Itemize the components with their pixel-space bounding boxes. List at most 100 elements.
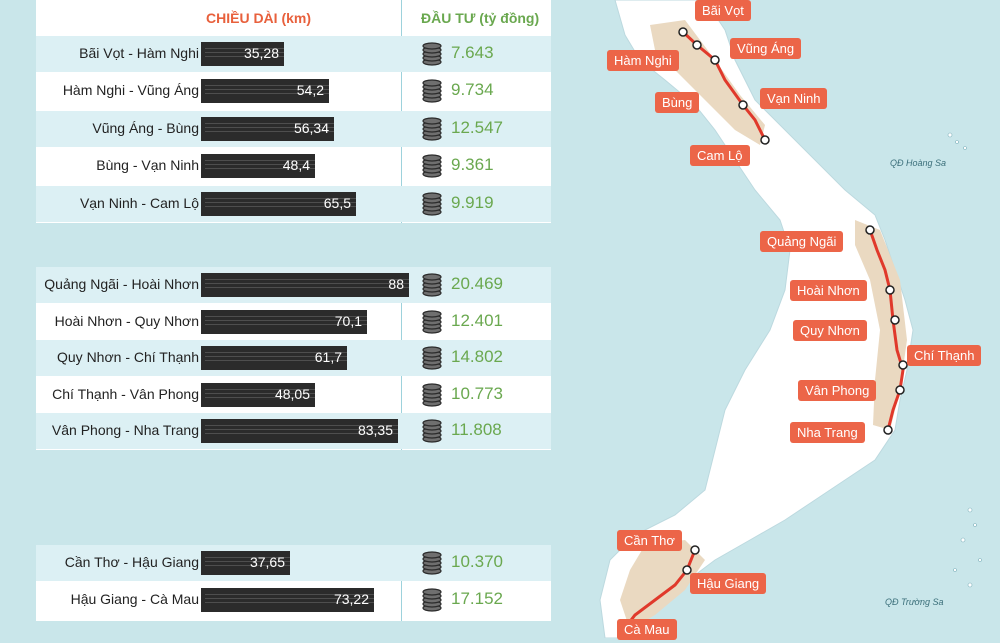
label-quy-nhon: Quy Nhơn [793, 320, 867, 341]
road-lanes [205, 594, 374, 607]
coin-stack-icon [421, 383, 443, 407]
investment-value: 10.773 [451, 383, 503, 403]
label-cam-lo: Cam Lộ [690, 145, 750, 166]
table-row: Bãi Vọt - Hàm Nghi 35,28 7.643 [36, 36, 551, 72]
label-hoai-nhon: Hoài Nhơn [790, 280, 867, 301]
coin-stack-icon [421, 42, 443, 66]
label-can-tho: Cần Thơ [617, 530, 682, 551]
investment-value: 12.547 [451, 117, 503, 137]
column-divider [401, 545, 402, 621]
coin-stack-icon [421, 79, 443, 103]
road-lanes [205, 160, 315, 173]
segment-name: Quảng Ngãi - Hoài Nhơn [44, 276, 199, 292]
label-ca-mau: Cà Mau [617, 619, 677, 640]
segment-name: Chí Thạnh - Vân Phong [52, 385, 199, 402]
segment-table-north: Bãi Vọt - Hàm Nghi 35,28 7.643 Hàm Nghi - V… [36, 36, 551, 223]
length-bar: 54,2 [201, 79, 329, 104]
length-value: 65,5 [323, 194, 351, 211]
label-hau-giang: Hậu Giang [690, 573, 767, 594]
investment-value: 12.401 [451, 310, 503, 330]
segment-table-central: Quảng Ngãi - Hoài Nhơn 88 20.469 Hoài Nhơn … [36, 267, 551, 450]
length-bar: 48,05 [201, 382, 315, 407]
investment-value: 9.919 [451, 192, 494, 212]
table-row: Vân Phong - Nha Trang 83,35 11.808 [36, 413, 551, 450]
road-lanes [205, 425, 398, 438]
road-lanes [205, 315, 367, 328]
road-lanes [205, 122, 334, 135]
label-chi-thanh: Chí Thạnh [907, 345, 982, 366]
investment-value: 20.469 [451, 274, 503, 293]
table-row: Hậu Giang - Cà Mau 73,22 17.152 [36, 582, 551, 618]
segment-name: Bãi Vọt - Hàm Nghi [79, 45, 199, 61]
segment-name: Quy Nhơn - Chí Thạnh [57, 349, 199, 366]
column-divider [401, 0, 402, 36]
island-dots [947, 132, 982, 588]
length-value: 54,2 [296, 82, 324, 99]
table-row: Vũng Áng - Bùng 56,34 12.547 [36, 110, 551, 147]
table-row: Hàm Nghi - Vũng Áng 54,2 9.734 [36, 73, 551, 109]
label-nha-trang: Nha Trang [790, 422, 865, 443]
label-van-phong: Vân Phong [798, 380, 877, 401]
length-bar: 83,35 [201, 419, 398, 444]
coin-stack-icon [421, 273, 443, 297]
length-value: 88 [388, 276, 404, 292]
table-row: Vạn Ninh - Cam Lộ 65,5 9.919 [36, 185, 551, 222]
investment-value: 14.802 [451, 347, 503, 367]
segment-name: Vạn Ninh - Cam Lộ [79, 194, 199, 211]
length-value: 61,7 [314, 349, 342, 366]
length-value: 70,1 [334, 312, 362, 329]
table-row: Quảng Ngãi - Hoài Nhơn 88 20.469 [36, 267, 551, 303]
road-lanes [205, 352, 347, 365]
road-lanes [205, 197, 356, 210]
length-bar: 35,28 [201, 42, 284, 66]
south-highlight [620, 540, 705, 630]
segment-name: Vân Phong - Nha Trang [51, 422, 199, 439]
table-row: Bùng - Vạn Ninh 48,4 9.361 [36, 148, 551, 184]
coin-stack-icon [421, 191, 443, 216]
length-value: 48,05 [274, 385, 310, 402]
segment-name: Hoài Nhơn - Quy Nhơn [54, 312, 199, 329]
table-row: Chí Thạnh - Vân Phong 48,05 10.773 [36, 377, 551, 413]
length-bar: 70,1 [201, 309, 367, 334]
length-bar: 56,34 [201, 116, 334, 141]
length-value: 35,28 [243, 45, 279, 61]
coin-stack-icon [421, 588, 443, 612]
length-bar: 73,22 [201, 588, 374, 613]
road-lanes [205, 85, 329, 98]
length-value: 56,34 [293, 119, 329, 136]
segment-name: Vũng Áng - Bùng [92, 119, 199, 136]
label-vung-ang: Vũng Áng [730, 38, 802, 59]
table-row: Cần Thơ - Hậu Giang 37,65 10.370 [36, 545, 551, 581]
label-hoang-sa: QĐ Hoàng Sa [890, 158, 947, 168]
investment-value: 7.643 [451, 43, 494, 62]
route-central [868, 229, 905, 431]
length-value: 83,35 [357, 422, 393, 439]
investment-value: 10.370 [451, 552, 503, 571]
investment-column-title: ĐẦU TƯ (tỷ đồng) [421, 10, 540, 26]
table-row: Hoài Nhơn - Quy Nhơn 70,1 12.401 [36, 304, 551, 340]
coin-stack-icon [421, 154, 443, 178]
road-lanes [205, 388, 315, 401]
length-value: 48,4 [282, 157, 310, 174]
coin-stack-icon [421, 117, 443, 141]
label-truong-sa: QĐ Trường Sa [885, 597, 944, 607]
length-bar: 88 [201, 273, 409, 297]
coin-stack-icon [421, 419, 443, 443]
coin-stack-icon [421, 346, 443, 370]
length-bar: 37,65 [201, 551, 290, 575]
label-van-ninh: Vạn Ninh [760, 88, 828, 109]
length-value: 37,65 [249, 554, 285, 570]
segment-name: Hàm Nghi - Vũng Áng [62, 82, 199, 99]
road-lanes [205, 279, 409, 291]
label-bung: Bùng [655, 92, 700, 113]
label-bai-vot: Bãi Vọt [695, 0, 751, 21]
investment-value: 9.734 [451, 80, 494, 100]
central-highlight [855, 220, 907, 430]
road-lanes [205, 557, 290, 569]
length-bar: 65,5 [201, 191, 356, 216]
road-lanes [205, 48, 284, 60]
segment-table-south: Cần Thơ - Hậu Giang 37,65 10.370 Hậu Giang … [36, 545, 551, 621]
length-value: 73,22 [333, 591, 369, 608]
length-bar: 61,7 [201, 346, 347, 371]
investment-value: 11.808 [451, 420, 502, 440]
